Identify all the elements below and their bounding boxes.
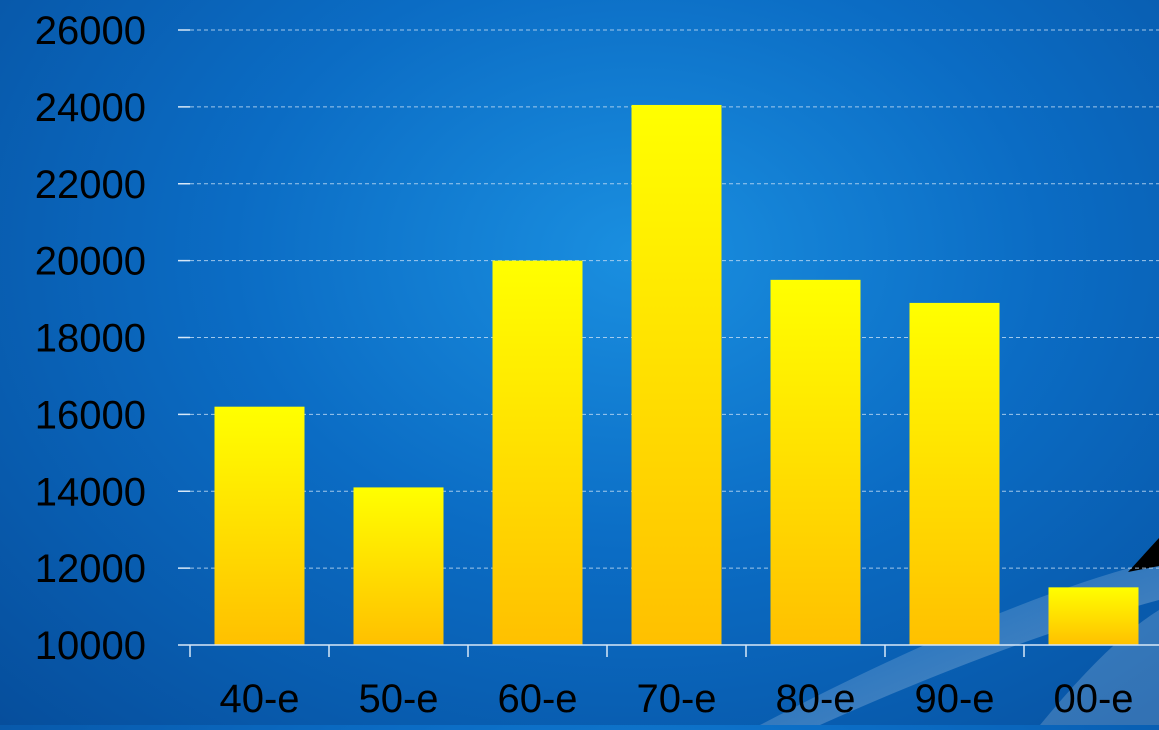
x-tick-label: 40-e [219, 677, 299, 721]
x-tick-label: 80-e [775, 677, 855, 721]
y-tick-label: 18000 [35, 317, 146, 361]
y-tick-label: 12000 [35, 547, 146, 591]
y-tick-label: 16000 [35, 393, 146, 437]
bar-50-e [353, 487, 444, 645]
y-tick-label: 14000 [35, 470, 146, 514]
x-tick-labels: 40-e 50-e 60-e 70-e 80-e 90-e 00-e [219, 677, 1133, 721]
axes [178, 29, 1159, 657]
x-tick-label: 50-e [358, 677, 438, 721]
x-tick-label: 00-e [1053, 677, 1133, 721]
bar-90-e [909, 302, 1000, 645]
y-tick-label: 10000 [35, 624, 146, 668]
bar-70-e [631, 104, 722, 645]
y-tick-label: 22000 [35, 163, 146, 207]
bar-60-e [492, 260, 583, 645]
y-tick-label: 26000 [35, 9, 146, 53]
y-tick-label: 24000 [35, 86, 146, 130]
x-tick-label: 60-e [497, 677, 577, 721]
bars [214, 104, 1139, 645]
bar-80-e [770, 279, 861, 645]
x-tick-label: 90-e [914, 677, 994, 721]
x-tick-label: 70-e [636, 677, 716, 721]
bar-00-e [1048, 587, 1139, 645]
bar-40-e [214, 406, 305, 645]
y-tick-label: 20000 [35, 240, 146, 284]
y-tick-labels: 10000 12000 14000 16000 18000 20000 22000 24000… [35, 9, 146, 668]
